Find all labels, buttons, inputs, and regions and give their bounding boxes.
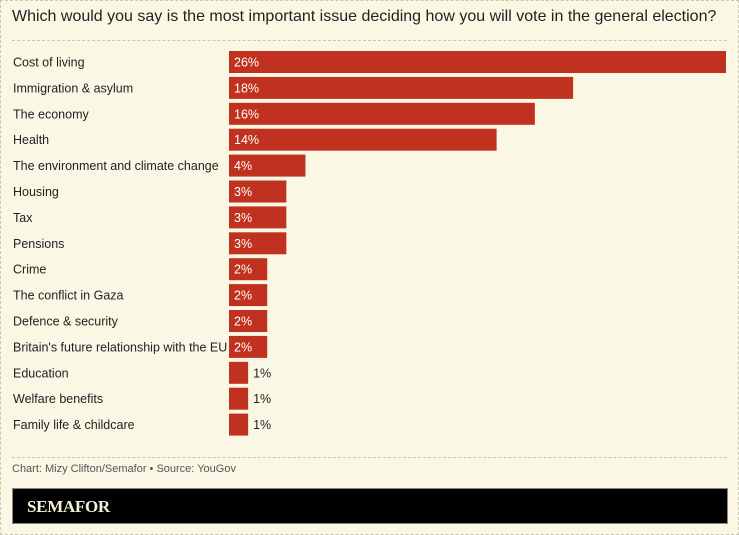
- category-label: Pensions: [13, 237, 64, 251]
- value-label: 1%: [253, 366, 271, 380]
- bar: [229, 76, 574, 99]
- bar: [229, 361, 249, 384]
- value-label: 3%: [234, 237, 252, 251]
- bar: [229, 258, 268, 281]
- category-label: Crime: [13, 263, 46, 277]
- chart-title: Which would you say is the most importan…: [12, 8, 717, 25]
- semafor-logo: SEMAFOR: [27, 497, 110, 516]
- bar: [229, 335, 268, 358]
- bar: [229, 180, 287, 203]
- category-label: Welfare benefits: [13, 392, 103, 406]
- value-label: 2%: [234, 315, 252, 329]
- category-label: Cost of living: [13, 56, 85, 70]
- value-label: 2%: [234, 263, 252, 277]
- value-label: 16%: [234, 107, 259, 121]
- value-label: 4%: [234, 159, 252, 173]
- title-divider: [12, 40, 727, 41]
- value-label: 2%: [234, 340, 252, 354]
- category-label: Immigration & asylum: [13, 81, 133, 95]
- value-label: 3%: [234, 185, 252, 199]
- category-label: Family life & childcare: [13, 418, 135, 432]
- value-label: 18%: [234, 81, 259, 95]
- bar: [229, 51, 726, 73]
- bar-chart: Cost of living 26% Immigration & asylum 18%…: [13, 51, 726, 436]
- bar: [229, 102, 535, 125]
- bar: [229, 232, 287, 255]
- footer-divider: [12, 457, 727, 458]
- footer-bar: SEMAFOR: [12, 488, 728, 524]
- category-label: The economy: [13, 107, 89, 121]
- value-label: 2%: [234, 289, 252, 303]
- bar: [229, 387, 249, 410]
- category-label: Education: [13, 366, 69, 380]
- bar: [229, 310, 268, 332]
- category-label: Britain's future relationship with the E…: [13, 340, 227, 354]
- value-label: 1%: [253, 418, 271, 432]
- bar: [229, 128, 497, 151]
- category-label: The conflict in Gaza: [13, 289, 124, 303]
- value-label: 3%: [234, 211, 252, 225]
- category-label: Defence & security: [13, 315, 119, 329]
- category-label: Tax: [13, 211, 33, 225]
- bar: [229, 413, 249, 436]
- category-label: The environment and climate change: [13, 159, 219, 173]
- chart-credit: Chart: Mizy Clifton/Semafor • Source: Yo…: [12, 463, 236, 475]
- bar: [229, 284, 268, 307]
- value-label: 14%: [234, 133, 259, 147]
- category-label: Housing: [13, 185, 59, 199]
- value-label: 1%: [253, 392, 271, 406]
- bar: [229, 154, 306, 177]
- bar: [229, 206, 287, 229]
- category-label: Health: [13, 133, 49, 147]
- value-label: 26%: [234, 56, 259, 70]
